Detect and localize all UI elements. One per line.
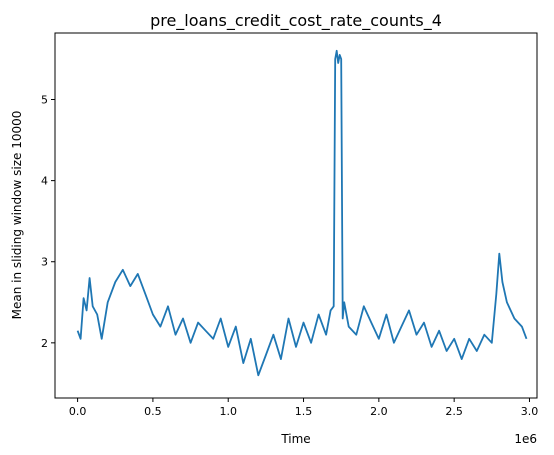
x-tick-label: 0.5	[144, 405, 162, 418]
x-tick-label: 2.0	[370, 405, 388, 418]
x-tick-label: 2.5	[445, 405, 463, 418]
y-axis: 2 3 4 5	[41, 94, 55, 350]
y-tick-label: 4	[41, 175, 48, 188]
x-tick-label: 3.0	[521, 405, 539, 418]
x-tick-label: 1.0	[219, 405, 237, 418]
chart-title: pre_loans_credit_cost_rate_counts_4	[150, 11, 442, 31]
x-axis-label: Time	[280, 432, 310, 446]
x-axis: 0.0 0.5 1.0 1.5 2.0 2.5 3.0	[69, 398, 538, 418]
y-tick-label: 3	[41, 256, 48, 269]
plot-area	[76, 49, 528, 377]
series-line-0	[76, 49, 528, 377]
x-tick-label: 0.0	[69, 405, 87, 418]
y-tick-label: 5	[41, 94, 48, 107]
plot-frame	[54, 32, 538, 399]
y-tick-label: 2	[41, 337, 48, 350]
x-tick-label: 1.5	[295, 405, 313, 418]
x-axis-offset-label: 1e6	[514, 432, 537, 446]
y-axis-label: Mean in sliding window size 10000	[10, 111, 24, 320]
